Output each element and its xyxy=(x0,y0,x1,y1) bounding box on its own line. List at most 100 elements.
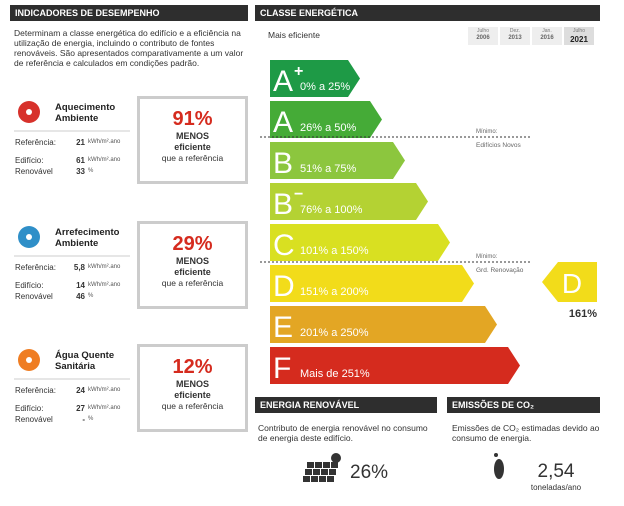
date-tab xyxy=(468,27,498,45)
row-label: Renovável xyxy=(15,292,53,301)
threshold-name: Grd. Renovação xyxy=(476,267,524,274)
row-unit: kWh/m².ano xyxy=(88,139,121,145)
comparison-box xyxy=(137,221,248,309)
row-label: Renovável xyxy=(15,415,53,424)
class-range: 26% a 50% xyxy=(300,122,356,134)
footprint-toe xyxy=(494,453,498,457)
solar-panel-cell xyxy=(319,476,326,482)
note: que a referência xyxy=(161,401,224,411)
class-sign: + xyxy=(294,63,303,80)
class-sign: − xyxy=(294,186,303,203)
indicator-title: Água Quente Sanitária xyxy=(55,350,115,372)
row-value: 5,8 xyxy=(73,263,85,272)
row-label: Edifício: xyxy=(15,404,44,413)
renewable-text: Contributo de energia renovável no consu… xyxy=(258,423,428,443)
section-header: INDICADORES DE DESEMPENHO xyxy=(10,5,248,21)
sun xyxy=(331,453,341,463)
date-label: Julho xyxy=(573,28,585,34)
percent: 29% xyxy=(172,233,213,255)
date-year: 2021 xyxy=(570,35,588,44)
solar-panel-cell xyxy=(321,469,328,475)
class-letter: A xyxy=(273,65,293,98)
row-label: Renovável xyxy=(15,167,53,176)
intro-text: Determinam a classe energética do edifíc… xyxy=(14,28,244,68)
date-label: Dez. xyxy=(509,28,521,34)
class-range: 76% a 100% xyxy=(300,204,363,216)
best-label: Mais eficiente xyxy=(268,30,320,40)
row-label: Referência: xyxy=(15,386,56,395)
date-label: Julho xyxy=(477,28,489,34)
indicator-icon-core xyxy=(26,234,32,240)
solar-panel-cell xyxy=(331,462,338,468)
row-value: 33 xyxy=(76,167,85,176)
row-value: 14 xyxy=(76,281,85,290)
threshold-label: Mínimo: xyxy=(476,254,498,260)
emissions-value: 2,54 xyxy=(538,461,575,482)
class-letter: C xyxy=(273,229,295,262)
threshold-name: Edifícios Novos xyxy=(476,142,522,149)
solar-panel-cell xyxy=(307,462,314,468)
class-range: 101% a 150% xyxy=(300,245,369,257)
quality: eficiente xyxy=(174,267,211,277)
comparison: MENOS xyxy=(175,379,209,389)
class-bar xyxy=(270,183,428,220)
row-unit: kWh/m².ano xyxy=(88,157,121,163)
emissions-unit: toneladas/ano xyxy=(531,483,582,492)
row-unit: % xyxy=(88,416,94,422)
solar-panel-cell xyxy=(323,462,330,468)
comparison-box xyxy=(137,96,248,184)
class-letter: E xyxy=(273,311,293,344)
date-tab xyxy=(500,27,530,45)
emissions-text: Emissões de CO₂ estimadas devido ao cons… xyxy=(452,423,600,443)
row-label: Referência: xyxy=(15,263,56,272)
class-letter: D xyxy=(273,270,295,303)
class-bar xyxy=(270,142,405,179)
solar-panel-cell xyxy=(311,476,318,482)
row-label: Edifício: xyxy=(15,281,44,290)
row-value: 61 xyxy=(76,156,85,165)
row-unit: % xyxy=(88,293,94,299)
comparison: MENOS xyxy=(175,131,209,141)
class-bar xyxy=(270,347,520,384)
solar-panel-cell xyxy=(315,462,322,468)
date-year: 2013 xyxy=(508,35,522,41)
result-arrow xyxy=(542,262,597,302)
class-bar xyxy=(270,306,497,343)
date-tab xyxy=(564,27,594,45)
indicator-icon-core xyxy=(26,357,32,363)
class-bar xyxy=(270,101,382,138)
solar-panel-cell xyxy=(305,469,312,475)
section-header: ENERGIA RENOVÁVEL xyxy=(255,397,437,413)
row-label: Referência: xyxy=(15,138,56,147)
class-bar xyxy=(270,265,474,302)
row-value: - xyxy=(82,415,85,424)
renewable-value: 26% xyxy=(350,462,388,483)
indicator-title: Arrefecimento Ambiente xyxy=(55,227,120,249)
solar-panel-cell xyxy=(327,476,334,482)
solar-panel-cell xyxy=(313,469,320,475)
date-year: 2006 xyxy=(476,35,490,41)
row-unit: % xyxy=(88,168,94,174)
date-label: Jan. xyxy=(542,28,552,34)
note: que a referência xyxy=(161,153,224,163)
section-header: EMISSÕES DE CO₂ xyxy=(447,397,600,413)
class-bar xyxy=(270,224,450,261)
row-unit: kWh/m².ano xyxy=(88,405,121,411)
class-range: 151% a 200% xyxy=(300,286,369,298)
row-unit: kWh/m².ano xyxy=(88,282,121,288)
row-unit: kWh/m².ano xyxy=(88,264,121,270)
class-range: 51% a 75% xyxy=(300,163,356,175)
class-range: 201% a 250% xyxy=(300,327,369,339)
row-value: 46 xyxy=(76,292,85,301)
class-bar xyxy=(270,60,360,97)
comparison-box xyxy=(137,344,248,432)
note: que a referência xyxy=(161,278,224,288)
solar-panel-cell xyxy=(303,476,310,482)
percent: 12% xyxy=(172,356,213,378)
row-value: 27 xyxy=(76,404,85,413)
percent: 91% xyxy=(172,108,213,130)
quality: eficiente xyxy=(174,142,211,152)
comparison: MENOS xyxy=(175,256,209,266)
